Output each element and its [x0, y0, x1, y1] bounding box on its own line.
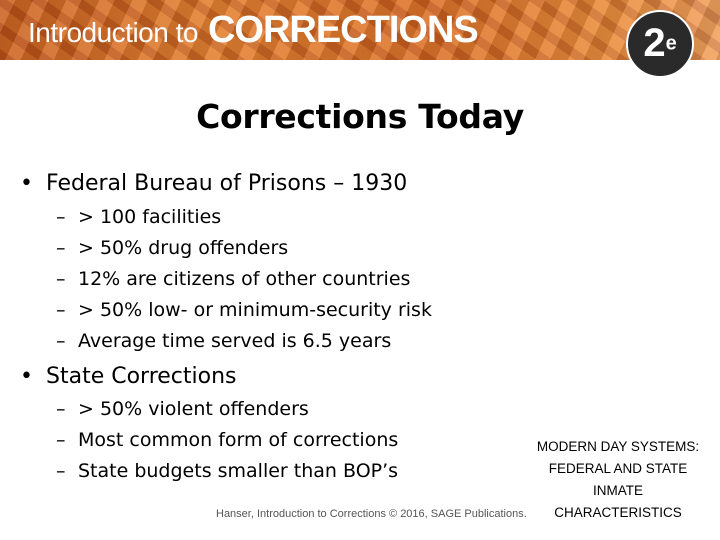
book-title-intro: Introduction to	[28, 17, 198, 48]
dash-glyph: –	[56, 429, 66, 451]
footer-citation: Hanser, Introduction to Corrections © 20…	[216, 508, 527, 520]
sub-bullet-item: –12% are citizens of other countries	[56, 268, 410, 290]
dash-glyph: –	[56, 268, 66, 290]
side-note-line: MODERN DAY SYSTEMS:	[536, 439, 700, 454]
dash-glyph: –	[56, 237, 66, 259]
sub-bullet-text: Most common form of corrections	[78, 429, 399, 451]
sub-bullet-text: > 50% drug offenders	[78, 237, 289, 259]
side-note-line: FEDERAL AND STATE	[548, 461, 688, 476]
sub-bullet-item: – > 50% violent offenders	[56, 398, 309, 420]
sub-bullet-text: Average time served is 6.5 years	[78, 330, 392, 352]
slide-title: Corrections Today	[196, 97, 524, 136]
dash-glyph: –	[56, 330, 66, 352]
sub-bullet-item: – Average time served is 6.5 years	[56, 330, 391, 352]
edition-badge: 2e	[626, 10, 694, 78]
sub-bullet-text: > 100 facilities	[78, 206, 222, 228]
side-note: MODERN DAY SYSTEMS: FEDERAL AND STATE IN…	[524, 436, 712, 524]
edition-number: 2	[643, 21, 666, 65]
sub-bullet-item: – > 50% drug offenders	[56, 237, 288, 259]
dash-glyph: –	[56, 206, 66, 228]
bullet-item: • Federal Bureau of Prisons – 1930	[20, 171, 407, 196]
sub-bullet-item: – > 50% low- or minimum-security risk	[56, 299, 432, 321]
sub-bullet-item: – Most common form of corrections	[56, 429, 398, 451]
bullet-text: State Corrections	[46, 364, 237, 389]
dash-glyph: –	[56, 460, 66, 482]
book-title-main: CORRECTIONS	[207, 9, 479, 51]
sub-bullet-text: State budgets smaller than BOP’s	[78, 460, 399, 482]
sub-bullet-text: > 50% low- or minimum-security risk	[78, 299, 432, 321]
edition-suffix: e	[665, 32, 677, 55]
bullet-item: • State Corrections	[20, 364, 237, 389]
bullet-text: Federal Bureau of Prisons – 1930	[46, 171, 408, 196]
sub-bullet-item: – > 100 facilities	[56, 206, 221, 228]
bullet-glyph: •	[20, 171, 33, 196]
header-banner: Introduction to CORRECTIONS	[0, 0, 720, 60]
sub-bullet-item: – State budgets smaller than BOP’s	[56, 460, 398, 482]
side-note-line: INMATE	[593, 483, 643, 498]
sub-bullet-text: 12% are citizens of other countries	[78, 268, 411, 290]
sub-bullet-text: > 50% violent offenders	[78, 398, 309, 420]
book-title: Introduction to CORRECTIONS	[28, 6, 479, 54]
side-note-line: CHARACTERISTICS	[554, 505, 682, 520]
dash-glyph: –	[56, 398, 66, 420]
bullet-glyph: •	[20, 364, 33, 389]
dash-glyph: –	[56, 299, 66, 321]
